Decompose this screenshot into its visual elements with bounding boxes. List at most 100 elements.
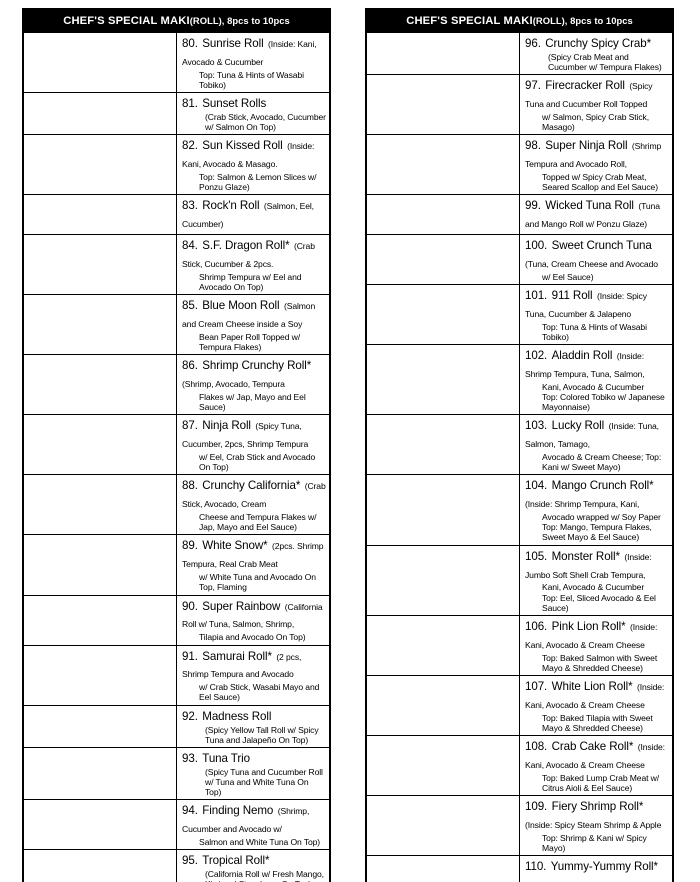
menu-item-row[interactable]: 82. Sun Kissed Roll (Inside: Kani, Avoca… xyxy=(23,134,330,195)
order-quantity-cell[interactable] xyxy=(23,294,177,355)
menu-item-title-line: 100. Sweet Crunch Tuna (Tuna, Cream Chee… xyxy=(525,236,669,272)
order-quantity-cell[interactable] xyxy=(366,194,520,235)
order-quantity-cell[interactable] xyxy=(23,849,177,882)
menu-item-name: Wicked Tuna Roll xyxy=(545,199,634,213)
menu-item-description-inline: (Salmon, Eel, Cucumber) xyxy=(182,201,314,230)
menu-item-row[interactable]: 98. Super Ninja Roll (Shrimp Tempura and… xyxy=(366,134,673,195)
order-quantity-cell[interactable] xyxy=(366,344,520,415)
menu-item-title-line: 83. Rock'n Roll (Salmon, Eel, Cucumber) xyxy=(182,196,326,232)
order-quantity-cell[interactable] xyxy=(23,414,177,475)
order-quantity-cell[interactable] xyxy=(23,134,177,195)
order-quantity-cell[interactable] xyxy=(366,31,520,75)
order-quantity-cell[interactable] xyxy=(366,474,520,546)
menu-item-row[interactable]: 87. Ninja Roll (Spicy Tuna, Cucumber, 2p… xyxy=(23,414,330,475)
menu-item-detail-cell: 101. 911 Roll (Inside: Spicy Tuna, Cucum… xyxy=(519,283,673,345)
menu-item-row[interactable]: 97. Firecracker Roll (Spicy Tuna and Cuc… xyxy=(366,73,673,135)
menu-item-number: 90. xyxy=(182,599,198,613)
order-quantity-cell[interactable] xyxy=(366,674,520,736)
order-quantity-cell[interactable] xyxy=(366,735,520,796)
menu-item-row[interactable]: 91. Samurai Roll* (2 pcs, Shrimp Tempura… xyxy=(23,644,330,706)
menu-item-row[interactable]: 84. S.F. Dragon Roll* (Crab Stick, Cucum… xyxy=(23,233,330,295)
menu-item-row[interactable]: 107. White Lion Roll* (Inside: Kani, Avo… xyxy=(366,674,673,736)
menu-item-name: Lucky Roll xyxy=(551,419,605,433)
menu-item-detail-cell: 99. Wicked Tuna Roll (Tuna and Mango Rol… xyxy=(519,194,673,235)
order-quantity-cell[interactable] xyxy=(366,233,520,285)
menu-item-name: Aladdin Roll xyxy=(551,349,613,363)
menu-item-row[interactable]: 95. Tropical Roll* (California Roll w/ Fr… xyxy=(23,849,330,882)
menu-item-number: 109. xyxy=(525,800,548,814)
order-quantity-cell[interactable] xyxy=(23,594,177,645)
menu-item-name: White Snow* xyxy=(202,539,268,553)
menu-item-description-line: Top: Baked Lump Crab Meat w/ Citrus Aiol… xyxy=(542,772,660,793)
menu-item-name: Sun Kissed Roll xyxy=(202,139,283,153)
header-row: CHEF'S SPECIAL MAKI(ROLL), 8pcs to 10pcs xyxy=(23,9,330,33)
menu-item-row[interactable]: 109. Fiery Shrimp Roll* (Inside: Spicy S… xyxy=(366,795,673,856)
menu-item-title-line: 108. Crab Cake Roll* (Inside: Kani, Avoc… xyxy=(525,737,669,773)
menu-item-row[interactable]: 90. Super Rainbow (California Roll w/ Tu… xyxy=(23,594,330,645)
order-quantity-cell[interactable] xyxy=(366,283,520,345)
menu-item-row[interactable]: 93. Tuna Trio (Spicy Tuna and Cucumber Ro… xyxy=(23,746,330,800)
order-quantity-cell[interactable] xyxy=(23,354,177,415)
menu-item-row[interactable]: 88. Crunchy California* (Crab Stick, Avo… xyxy=(23,474,330,535)
menu-item-detail-cell: 98. Super Ninja Roll (Shrimp Tempura and… xyxy=(519,134,673,195)
menu-item-name: Crunchy Spicy Crab* xyxy=(545,36,651,50)
menu-item-row[interactable]: 81. Sunset Rolls (Crab Stick, Avocado, Cu… xyxy=(23,91,330,135)
menu-item-number: 104. xyxy=(525,479,548,493)
menu-item-name: Super Ninja Roll xyxy=(545,139,628,153)
menu-item-detail-cell: 90. Super Rainbow (California Roll w/ Tu… xyxy=(176,594,330,645)
order-quantity-cell[interactable] xyxy=(23,91,177,135)
order-quantity-cell[interactable] xyxy=(366,73,520,135)
menu-table-left: CHEF'S SPECIAL MAKI(ROLL), 8pcs to 10pcs… xyxy=(22,8,331,882)
menu-item-description-line: Avocado wrapped w/ Soy Paper xyxy=(542,512,661,523)
menu-item-row[interactable]: 80. Sunrise Roll (Inside: Kani, Avocado … xyxy=(23,31,330,93)
menu-item-row[interactable]: 108. Crab Cake Roll* (Inside: Kani, Avoc… xyxy=(366,735,673,796)
menu-item-title-line: 110. Yummy-Yummy Roll* (Inside: Tuna, Cr… xyxy=(525,857,669,882)
menu-item-detail-cell: 84. S.F. Dragon Roll* (Crab Stick, Cucum… xyxy=(176,233,330,295)
menu-item-row[interactable]: 105. Monster Roll* (Inside: Jumbo Soft S… xyxy=(366,544,673,616)
order-quantity-cell[interactable] xyxy=(23,474,177,535)
menu-item-detail-cell: 110. Yummy-Yummy Roll* (Inside: Tuna, Cr… xyxy=(519,855,673,882)
menu-item-row[interactable]: 89. White Snow* (2pcs. Shrimp Tempura, R… xyxy=(23,534,330,596)
menu-item-row[interactable]: 104. Mango Crunch Roll* (Inside: Shrimp … xyxy=(366,474,673,546)
order-quantity-cell[interactable] xyxy=(23,704,177,748)
menu-item-row[interactable]: 85. Blue Moon Roll (Salmon and Cream Che… xyxy=(23,294,330,355)
order-quantity-cell[interactable] xyxy=(366,544,520,616)
menu-item-name: Crunchy California* xyxy=(202,479,301,493)
menu-item-description-inline: (Shrimp, Avocado, Tempura xyxy=(182,379,285,390)
order-quantity-cell[interactable] xyxy=(366,795,520,856)
menu-item-title-line: 93. Tuna Trio xyxy=(182,749,326,767)
order-quantity-cell[interactable] xyxy=(23,799,177,850)
menu-item-detail-cell: 97. Firecracker Roll (Spicy Tuna and Cuc… xyxy=(519,73,673,135)
menu-item-name: Sweet Crunch Tuna xyxy=(551,238,652,252)
menu-item-row[interactable]: 94. Finding Nemo (Shrimp, Cucumber and A… xyxy=(23,799,330,850)
menu-item-name: Sunrise Roll xyxy=(202,36,264,50)
menu-item-row[interactable]: 102. Aladdin Roll (Inside: Shrimp Tempur… xyxy=(366,344,673,415)
order-quantity-cell[interactable] xyxy=(366,414,520,475)
menu-item-name: Finding Nemo xyxy=(202,804,274,818)
menu-item-row[interactable]: 103. Lucky Roll (Inside: Tuna, Salmon, T… xyxy=(366,414,673,475)
menu-item-row[interactable]: 110. Yummy-Yummy Roll* (Inside: Tuna, Cr… xyxy=(366,855,673,882)
order-quantity-cell[interactable] xyxy=(23,194,177,235)
menu-item-row[interactable]: 99. Wicked Tuna Roll (Tuna and Mango Rol… xyxy=(366,194,673,235)
menu-item-row[interactable]: 86. Shrimp Crunchy Roll* (Shrimp, Avocad… xyxy=(23,354,330,415)
menu-item-name: Pink Lion Roll* xyxy=(551,619,626,633)
order-quantity-cell[interactable] xyxy=(366,134,520,195)
menu-item-row[interactable]: 101. 911 Roll (Inside: Spicy Tuna, Cucum… xyxy=(366,283,673,345)
order-quantity-cell[interactable] xyxy=(23,233,177,295)
menu-item-row[interactable]: 92. Madness Roll (Spicy Yellow Tall Roll … xyxy=(23,704,330,748)
menu-item-description-line: (Spicy Yellow Tall Roll w/ Spicy Tuna an… xyxy=(205,724,319,745)
order-quantity-cell[interactable] xyxy=(366,855,520,882)
order-quantity-cell[interactable] xyxy=(23,534,177,596)
menu-item-description-line: Cheese and Tempura Flakes w/ Jap, Mayo a… xyxy=(199,512,317,533)
menu-item-row[interactable]: 100. Sweet Crunch Tuna (Tuna, Cream Chee… xyxy=(366,233,673,285)
menu-item-row[interactable]: 96. Crunchy Spicy Crab* (Spicy Crab Meat … xyxy=(366,31,673,75)
menu-item-row[interactable]: 106. Pink Lion Roll* (Inside: Kani, Avoc… xyxy=(366,614,673,676)
menu-item-detail-cell: 91. Samurai Roll* (2 pcs, Shrimp Tempura… xyxy=(176,644,330,706)
order-quantity-cell[interactable] xyxy=(23,31,177,93)
menu-item-row[interactable]: 83. Rock'n Roll (Salmon, Eel, Cucumber) xyxy=(23,194,330,235)
order-quantity-cell[interactable] xyxy=(23,746,177,800)
order-quantity-cell[interactable] xyxy=(366,614,520,676)
menu-item-description-inline: (Inside: Shrimp Tempura, Kani, xyxy=(525,499,640,510)
menu-item-name: Samurai Roll* xyxy=(202,649,272,663)
order-quantity-cell[interactable] xyxy=(23,644,177,706)
